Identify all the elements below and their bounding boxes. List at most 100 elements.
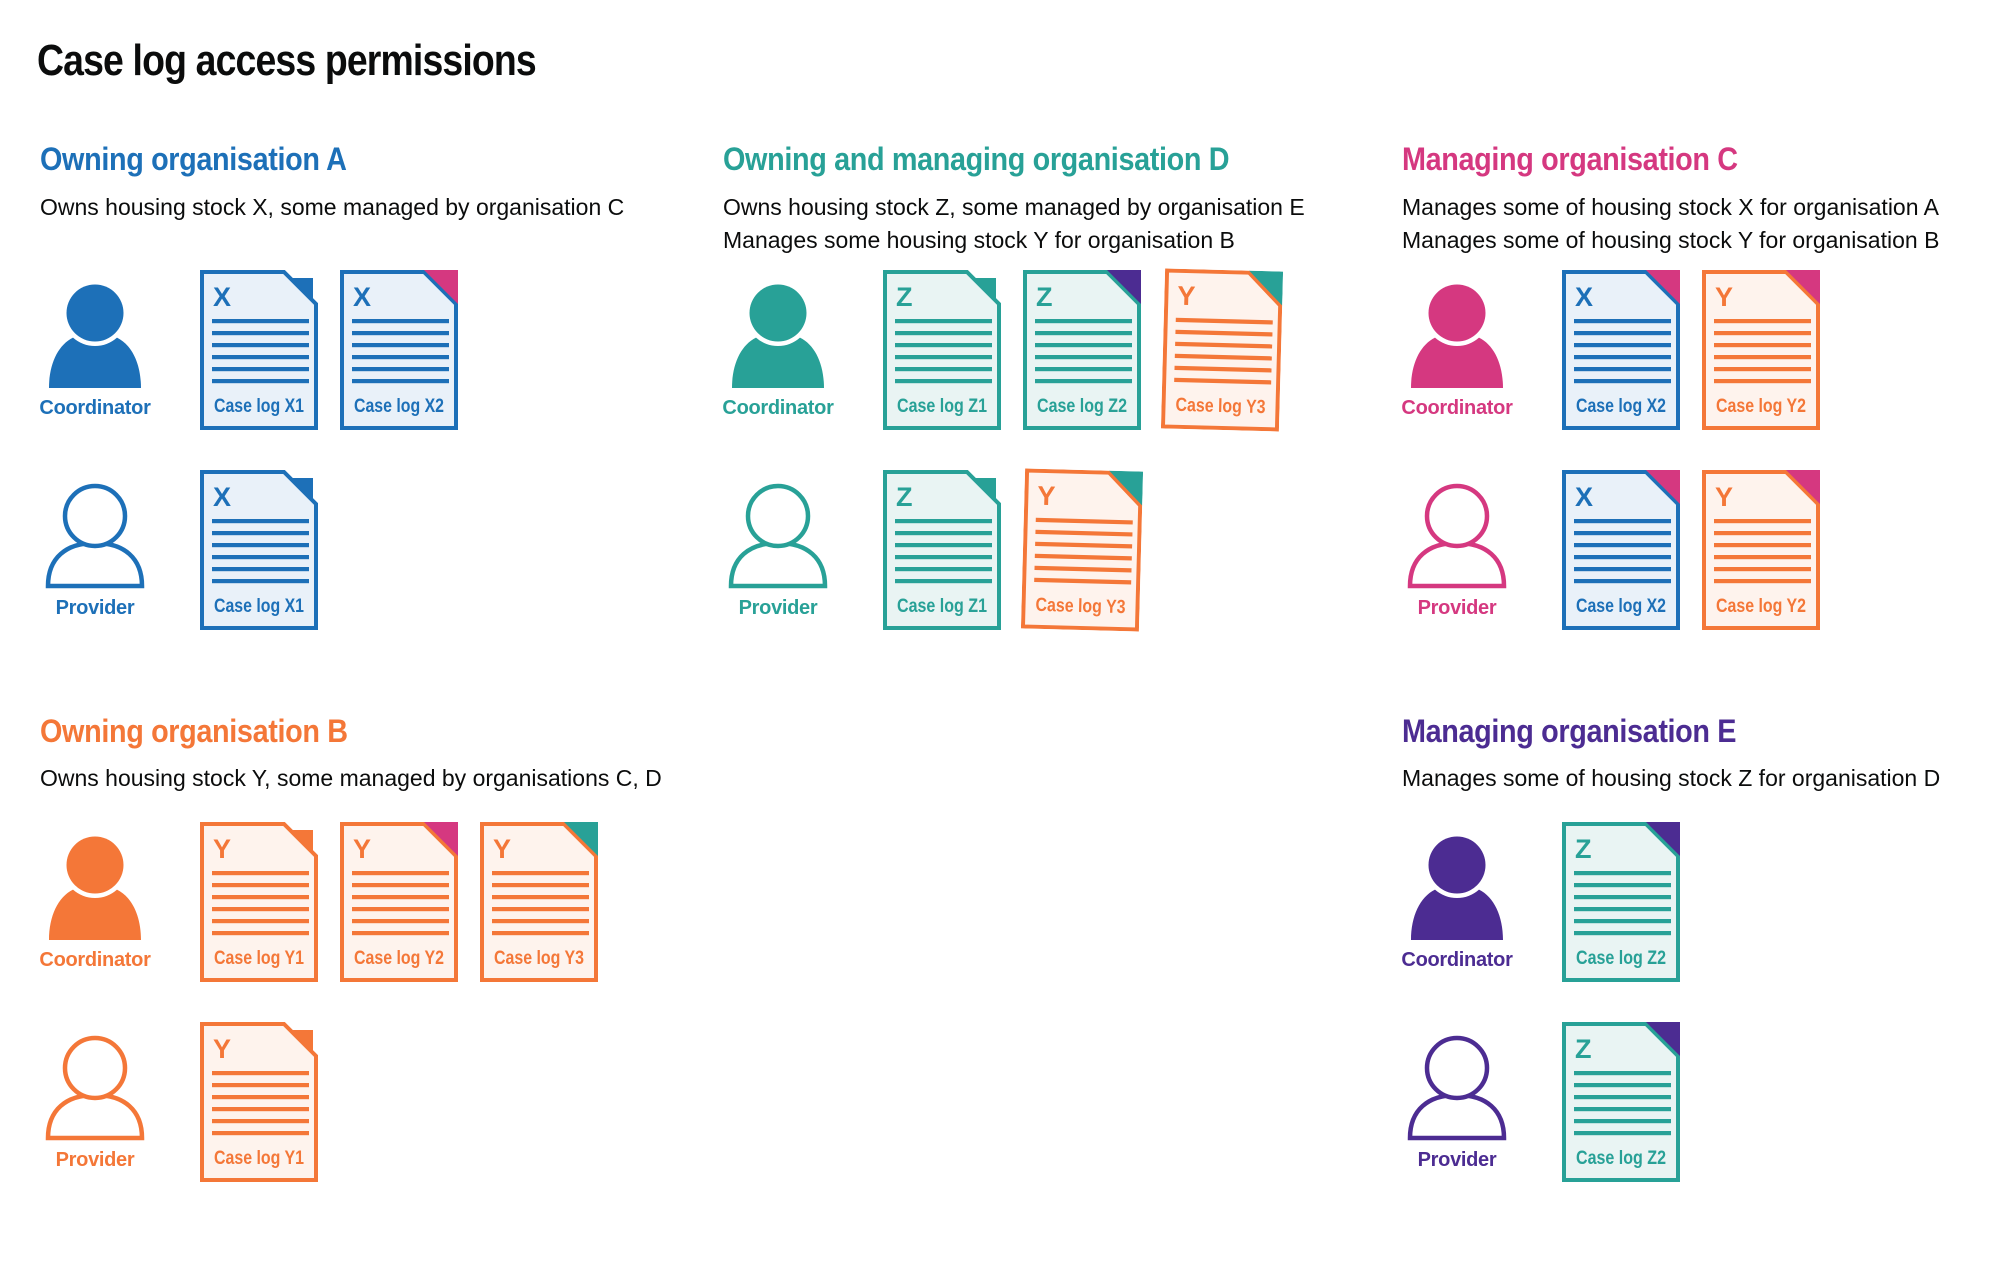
document-text-lines [212, 871, 309, 936]
person-head [749, 284, 807, 342]
stock-letter: Z [896, 282, 913, 312]
person-head [66, 284, 124, 342]
case-log-document: Y Case log Y3 [1160, 268, 1284, 432]
case-log-document: Z Case log Z2 [1023, 270, 1141, 430]
page-title: Case log access permissions [37, 36, 537, 85]
document-label: Case log Y2 [354, 948, 444, 969]
person-role-label: Coordinator [1401, 397, 1513, 419]
section-description-line: Manages some of housing stock X for orga… [1402, 194, 1939, 220]
document-label: Case log Z2 [1037, 396, 1127, 417]
document-text-lines [1035, 319, 1132, 384]
case-log-document: X Case log X2 [340, 270, 458, 430]
case-log-document-icon: Y Case log Y3 [1020, 468, 1144, 632]
document-text-lines [1174, 317, 1273, 385]
coordinator-icon [732, 284, 824, 388]
stock-letter: X [1575, 282, 1593, 312]
coordinator-person: Coordinator [30, 283, 160, 420]
case-log-document-icon: Y Case log Y2 [1702, 270, 1820, 430]
document-text-lines [352, 871, 449, 936]
case-log-document: X Case log X2 [1562, 270, 1680, 430]
provider-person: Provider [713, 483, 843, 620]
person-body [45, 540, 145, 589]
stock-letter: X [1575, 482, 1593, 512]
case-log-document-icon: Z Case log Z2 [1562, 822, 1680, 982]
case-log-document-icon: X Case log X1 [200, 470, 318, 630]
document-page [883, 270, 1001, 430]
person-role-label: Provider [738, 597, 818, 619]
document-label: Case log Z1 [897, 596, 987, 617]
person-role-label: Provider [1417, 597, 1497, 619]
document-page [1160, 268, 1283, 432]
coordinator-person: Coordinator [713, 283, 843, 420]
section-description-line: Owns housing stock X, some managed by or… [40, 194, 625, 220]
section-description: Owns housing stock Z, some managed by or… [723, 191, 1305, 257]
document-label: Case log X2 [354, 396, 444, 417]
person-head [66, 836, 124, 894]
document-label: Case log Z1 [897, 396, 987, 417]
provider-person: Provider [30, 1035, 160, 1172]
case-log-document-icon: X Case log X1 [200, 270, 318, 430]
folded-corner-icon [564, 822, 598, 856]
provider-icon [1407, 1035, 1507, 1141]
folded-corner-icon [1646, 270, 1680, 304]
document-label: Case log Y3 [494, 948, 584, 969]
section-description-line: Manages some of housing stock Y for orga… [1402, 227, 1940, 253]
section-heading: Owning and managing organisation D [723, 141, 1230, 177]
folded-corner-icon [1249, 270, 1284, 306]
document-page [1702, 470, 1820, 630]
person-body [45, 1092, 145, 1141]
folded-corner-icon [1109, 470, 1144, 506]
stock-letter: X [213, 282, 231, 312]
stock-letter: Y [1037, 481, 1056, 511]
stock-letter: Y [1715, 282, 1733, 312]
provider-icon [1407, 483, 1507, 589]
person-role-label: Provider [55, 1149, 135, 1171]
case-log-document-icon: Z Case log Z1 [883, 270, 1001, 430]
person-role-label: Coordinator [39, 949, 151, 971]
stock-letter: X [213, 482, 231, 512]
person-role-label: Provider [55, 597, 135, 619]
case-log-document-icon: Y Case log Y1 [200, 822, 318, 982]
document-label: Case log Z2 [1576, 948, 1666, 969]
folded-corner-icon [424, 270, 458, 304]
document-label: Case log Y3 [1035, 595, 1126, 618]
folded-corner-icon [1646, 1022, 1680, 1056]
folded-corner-icon [290, 278, 313, 301]
folded-corner-icon [290, 1030, 313, 1053]
person-head [1428, 284, 1486, 342]
folded-corner-icon [1646, 470, 1680, 504]
document-text-lines [1034, 517, 1133, 585]
stock-letter: Y [493, 834, 511, 864]
section-description-line: Manages some housing stock Y for organis… [723, 227, 1235, 253]
provider-person: Provider [30, 483, 160, 620]
person-body [732, 337, 824, 388]
person-body [1407, 540, 1507, 589]
folded-corner-icon [290, 478, 313, 501]
document-page [1023, 270, 1141, 430]
person-head [1428, 836, 1486, 894]
document-text-lines [1574, 871, 1671, 936]
coordinator-icon [49, 284, 141, 388]
provider-icon [728, 483, 828, 589]
document-text-lines [1714, 319, 1811, 384]
stock-letter: Y [213, 1034, 231, 1064]
case-log-document-icon: Z Case log Z2 [1562, 1022, 1680, 1182]
folded-corner-icon [1786, 270, 1820, 304]
folded-corner-icon [973, 278, 996, 301]
document-label: Case log X2 [1576, 396, 1666, 417]
stock-letter: Y [353, 834, 371, 864]
case-log-document: X Case log X1 [200, 470, 318, 630]
document-page [883, 470, 1001, 630]
section-description: Owns housing stock X, some managed by or… [40, 191, 624, 224]
person-role-label: Coordinator [39, 397, 151, 419]
stock-letter: Y [1177, 281, 1196, 311]
folded-corner-icon [424, 822, 458, 856]
document-label: Case log Y1 [214, 948, 304, 969]
folded-corner-icon [1786, 470, 1820, 504]
person-body [728, 540, 828, 589]
case-log-document-icon: X Case log X2 [1562, 470, 1680, 630]
person-body [49, 337, 141, 388]
section-description-line: Owns housing stock Z, some managed by or… [723, 194, 1305, 220]
section-description: Owns housing stock Y, some managed by or… [40, 762, 662, 795]
person-body [1411, 889, 1503, 940]
